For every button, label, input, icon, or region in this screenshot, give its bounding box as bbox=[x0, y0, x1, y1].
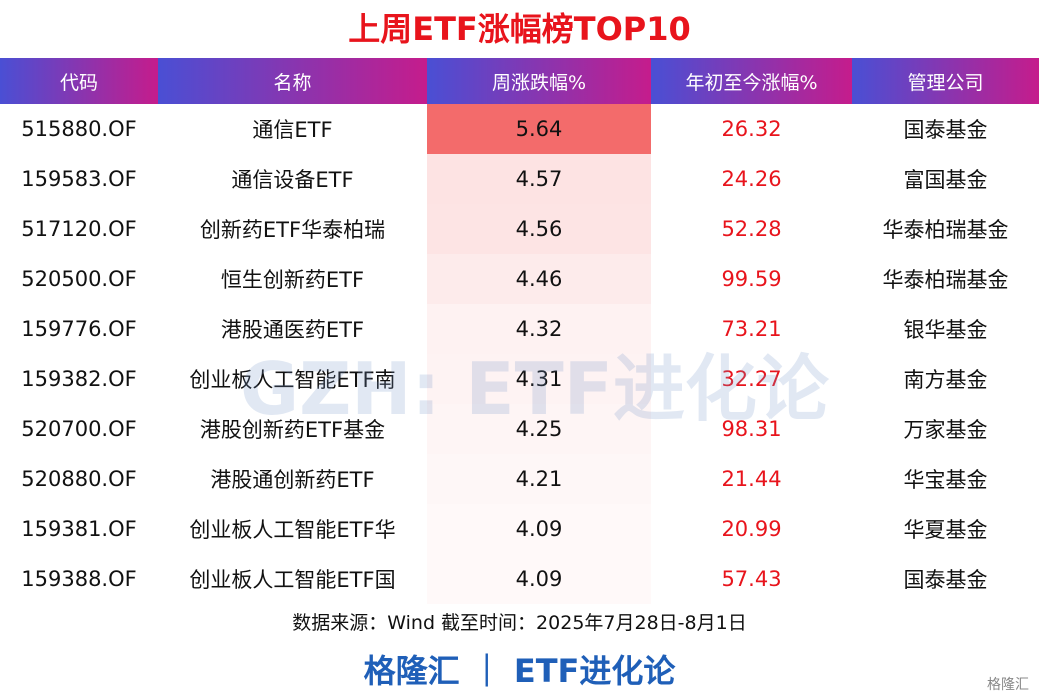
table-cell: 富国基金 bbox=[903, 168, 988, 192]
table-cell: 73.21 bbox=[721, 317, 782, 341]
header-row: 代码 名称 周涨跌幅% 年初至今涨幅% 管理公司 bbox=[0, 58, 1039, 104]
table-cell: 国泰基金 bbox=[903, 568, 988, 592]
table-cell: 创业板人工智能ETF南 bbox=[189, 368, 396, 392]
table-row: 159776.OF 港股通医药ETF 4.32 73.21 银华基金 bbox=[0, 304, 1039, 354]
table-cell: 4.46 bbox=[427, 254, 651, 304]
corner-logo: 格隆汇 bbox=[987, 677, 1029, 693]
table-cell: 99.59 bbox=[721, 267, 782, 291]
table-cell: 创业板人工智能ETF华 bbox=[189, 518, 396, 542]
table-cell: 港股通医药ETF bbox=[220, 318, 365, 342]
table-cell: 创新药ETF华泰柏瑞 bbox=[199, 218, 386, 242]
table-row: 159388.OF 创业板人工智能ETF国 4.09 57.43 国泰基金 bbox=[0, 554, 1039, 604]
table-cell: 24.26 bbox=[721, 167, 782, 191]
table-cell: 159388.OF bbox=[21, 567, 137, 591]
table-cell: 华泰柏瑞基金 bbox=[882, 218, 1009, 242]
table-cell: 恒生创新药ETF bbox=[220, 268, 365, 292]
table-cell: 4.21 bbox=[427, 454, 651, 504]
table-cell: 520880.OF bbox=[21, 467, 137, 491]
table-row: 515880.OF 通信ETF 5.64 26.32 国泰基金 bbox=[0, 104, 1039, 154]
table-cell: 52.28 bbox=[721, 217, 782, 241]
table-row: 159583.OF 通信设备ETF 4.57 24.26 富国基金 bbox=[0, 154, 1039, 204]
table-cell: 159381.OF bbox=[21, 517, 137, 541]
header-cell: 管理公司 bbox=[852, 58, 1039, 104]
table-cell: 4.09 bbox=[427, 554, 651, 604]
table-cell: 4.57 bbox=[427, 154, 651, 204]
table-cell: 南方基金 bbox=[903, 368, 988, 392]
table-cell: 98.31 bbox=[721, 417, 782, 441]
table-cell: 4.09 bbox=[427, 504, 651, 554]
table-cell: 20.99 bbox=[721, 517, 782, 541]
table-cell: 华泰柏瑞基金 bbox=[882, 268, 1009, 292]
table: 代码 名称 周涨跌幅% 年初至今涨幅% 管理公司 515880.OF 通信ETF 5.64 26… bbox=[0, 58, 1039, 604]
table-cell: 5.64 bbox=[427, 104, 651, 154]
header-cell: 名称 bbox=[158, 58, 427, 104]
table-row: 517120.OF 创新药ETF华泰柏瑞 4.56 52.28 华泰柏瑞基金 bbox=[0, 204, 1039, 254]
brand: 格隆汇 ｜ ETF进化论 bbox=[363, 652, 676, 690]
header-cell: 年初至今涨幅% bbox=[651, 58, 852, 104]
table-cell: 517120.OF bbox=[21, 217, 137, 241]
table-cell: 520500.OF bbox=[21, 267, 137, 291]
header-cell: 周涨跌幅% bbox=[427, 58, 651, 104]
table-row: 520500.OF 恒生创新药ETF 4.46 99.59 华泰柏瑞基金 bbox=[0, 254, 1039, 304]
table-cell: 159583.OF bbox=[21, 167, 137, 191]
table-row: 159382.OF 创业板人工智能ETF南 4.31 32.27 南方基金 bbox=[0, 354, 1039, 404]
table-row: 520880.OF 港股通创新药ETF 4.21 21.44 华宝基金 bbox=[0, 454, 1039, 504]
table-cell: 4.32 bbox=[427, 304, 651, 354]
table-cell: 4.25 bbox=[427, 404, 651, 454]
title: 上周ETF涨幅榜TOP10 bbox=[348, 10, 691, 48]
table-cell: 4.31 bbox=[427, 354, 651, 404]
table-cell: 4.56 bbox=[427, 204, 651, 254]
table-cell: 华夏基金 bbox=[903, 518, 988, 542]
table-cell: 通信设备ETF bbox=[231, 168, 354, 192]
table-cell: 通信ETF bbox=[252, 118, 333, 142]
table-cell: 港股通创新药ETF bbox=[210, 468, 375, 492]
table-cell: 520700.OF bbox=[21, 417, 137, 441]
table-cell: 创业板人工智能ETF国 bbox=[189, 568, 396, 592]
table-cell: 159776.OF bbox=[21, 317, 137, 341]
table-cell: 159382.OF bbox=[21, 367, 137, 391]
table-cell: 银华基金 bbox=[903, 318, 988, 342]
table-row: 520700.OF 港股创新药ETF基金 4.25 98.31 万家基金 bbox=[0, 404, 1039, 454]
table-cell: 32.27 bbox=[721, 367, 782, 391]
table-cell: 515880.OF bbox=[21, 117, 137, 141]
table-cell: 港股创新药ETF基金 bbox=[199, 418, 386, 442]
table-cell: 华宝基金 bbox=[903, 468, 988, 492]
table-cell: 21.44 bbox=[721, 467, 782, 491]
table-cell: 57.43 bbox=[721, 567, 782, 591]
table-cell: 26.32 bbox=[721, 117, 782, 141]
table-cell: 万家基金 bbox=[903, 418, 988, 442]
source: 数据来源：Wind 截至时间：2025年7月28日-8月1日 bbox=[292, 612, 747, 634]
table-cell: 国泰基金 bbox=[903, 118, 988, 142]
table-row: 159381.OF 创业板人工智能ETF华 4.09 20.99 华夏基金 bbox=[0, 504, 1039, 554]
header-cell: 代码 bbox=[0, 58, 158, 104]
